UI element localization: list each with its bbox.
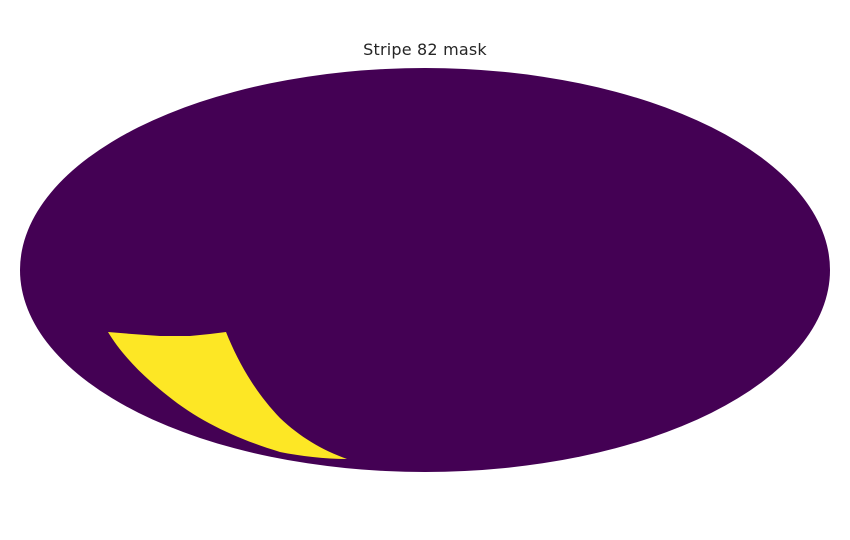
- stripe-82-footprint-region: [108, 332, 347, 459]
- masked-sky-region: [20, 68, 830, 472]
- map-title: Stripe 82 mask: [363, 40, 487, 59]
